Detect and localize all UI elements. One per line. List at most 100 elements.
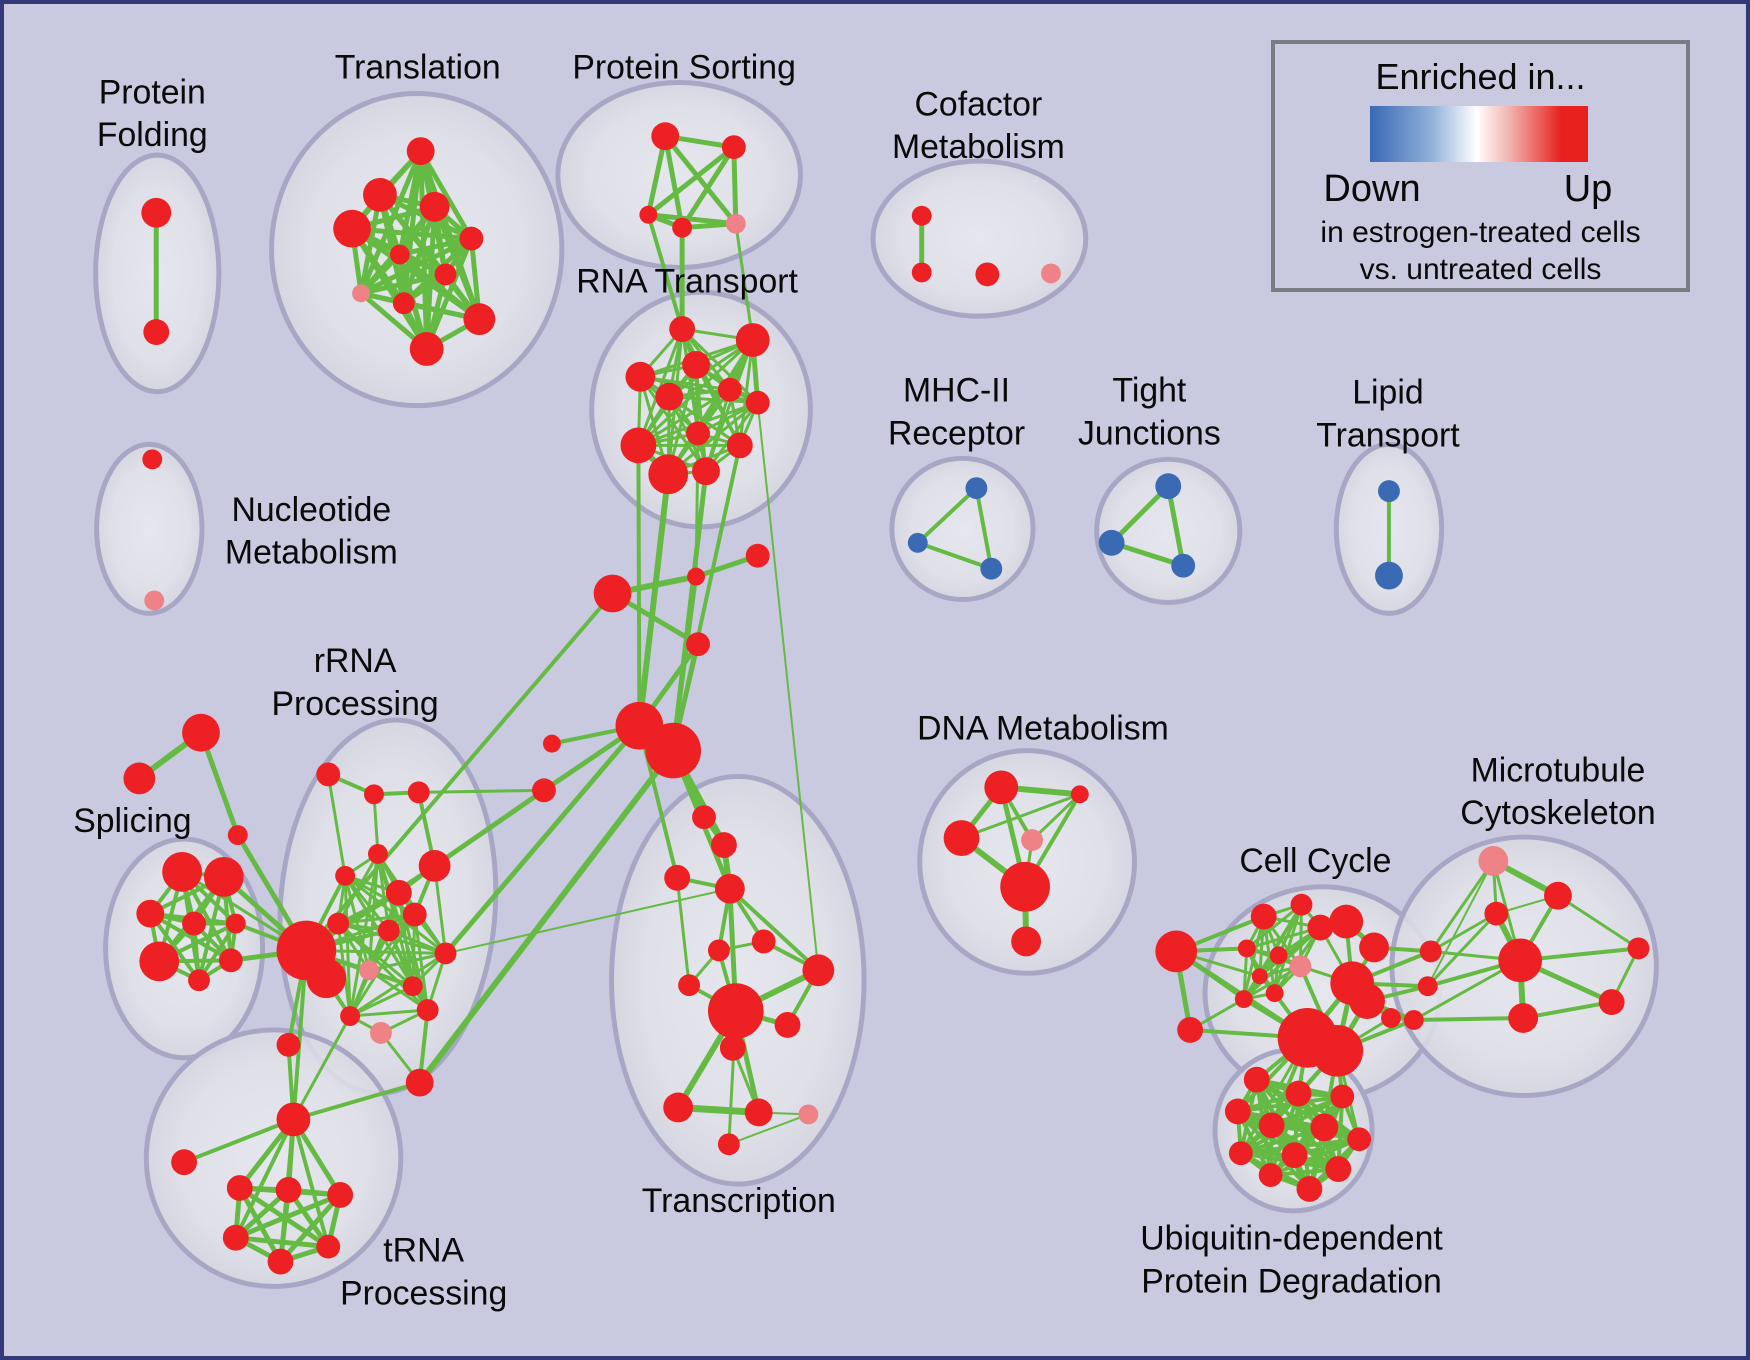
legend-up-label: Up [1563,168,1613,210]
graph-edge [675,876,691,987]
graph-edge [636,443,642,728]
graph-edge [1521,1000,1614,1020]
graph-node-rt12 [692,457,720,486]
graph-node-ps4 [672,217,693,238]
graph-node-ccL [1155,930,1198,973]
graph-node-mt4 [1498,938,1543,983]
graph-node-tx13 [744,1098,773,1127]
graph-edge [666,338,755,476]
graph-edge [1426,859,1495,988]
graph-node-lp2 [1375,561,1403,590]
graph-node-rt6 [717,377,742,402]
graph-edge [237,1185,284,1265]
graph-edge [413,913,430,1012]
graph-node-tl10 [463,303,496,336]
graph-node-ub4 [1224,1098,1251,1125]
graph-node-cc10 [1307,914,1334,941]
graph-node-tr4 [327,1182,354,1208]
graph-edge [734,222,755,342]
graph-node-tl9 [392,292,415,315]
graph-node-mh3 [980,557,1003,580]
graph-node-cc4 [1237,939,1256,958]
legend-title: Enriched in... [1375,56,1586,97]
graph-node-tx4 [714,873,745,904]
graph-node-tl4 [333,209,371,248]
graph-edge [182,1117,296,1165]
cluster-label-transcription: Transcription [642,1182,836,1220]
graph-node-tk4 [686,632,710,657]
graph-node-ub6 [1310,1113,1339,1142]
graph-node-tr3 [275,1177,302,1203]
graph-edge [233,1117,296,1240]
cluster-ellipse-mhc-ii-receptor [889,455,1036,602]
graph-edge [291,1014,352,1121]
legend-down-label: Down [1323,168,1421,210]
graph-node-cf1 [911,205,932,226]
graph-edge [348,1008,430,1018]
graph-node-sp6 [139,941,180,982]
graph-node-rt3 [682,350,710,379]
graph-node-ps5 [725,213,746,234]
graph-node-dm6 [1011,926,1042,957]
graph-node-bt1 [405,1068,434,1097]
graph-edge [694,431,700,579]
graph-edge [645,212,739,227]
graph-edge [756,401,820,972]
graph-node-mt5 [1508,1003,1539,1033]
graph-node-ub11 [1258,1163,1283,1187]
graph-node-tr1 [171,1149,198,1176]
graph-edge [1238,1125,1327,1156]
graph-node-tx2 [710,832,737,858]
network-canvas: Protein Folding Translation Protein Sorting… [73,49,1659,1312]
cluster-label-mhc-ii-receptor: MHC-II Receptor [888,372,1025,453]
graph-node-rr16 [369,1021,392,1044]
graph-node-ccH2 [1311,1024,1364,1077]
graph-edge [304,591,615,953]
graph-node-rr1 [316,762,341,787]
graph-node-ub2 [1285,1080,1312,1107]
graph-node-tx10 [774,1012,801,1038]
graph-node-rr9 [377,919,400,942]
cluster-label-cell-cycle: Cell Cycle [1239,842,1391,880]
graph-node-tl11 [409,332,444,366]
graph-edge [662,133,739,227]
graph-node-rr2 [364,784,384,805]
graph-node-cn1 [1419,940,1442,963]
graph-node-tj2 [1098,529,1125,556]
graph-node-mt7 [1627,937,1650,960]
graph-node-tr7 [316,1234,341,1259]
cluster-ellipse-cofactor-metabolism [870,158,1089,319]
graph-node-rr6 [418,849,451,882]
graph-node-ps1 [651,122,680,151]
graph-node-cf3 [975,262,1000,287]
graph-edge [662,133,685,231]
graph-node-dm3 [943,820,980,856]
graph-edge [1411,1016,1526,1022]
graph-node-tx6 [751,929,776,954]
graph-node-ps3 [639,205,658,224]
graph-edge [343,874,352,1018]
cluster-label-dna-metabolism: DNA Metabolism [917,710,1169,748]
graph-edge [1556,894,1640,950]
graph-node-rt1 [669,316,696,342]
graph-edge [343,874,448,955]
graph-edge [291,1080,422,1122]
graph-node-st3 [227,825,248,846]
graph-node-nm1 [142,449,163,470]
cluster-label-splicing: Splicing [73,802,191,840]
graph-edge [638,375,760,405]
graph-node-tk2 [687,567,706,586]
cluster-ellipse-tight-junctions [1094,456,1243,605]
graph-node-tj3 [1171,553,1196,578]
graph-node-sp4 [182,911,206,936]
graph-edge [738,338,755,447]
graph-edge [432,204,482,322]
graph-edge [367,951,448,972]
cluster-label-rna-transport: RNA Transport [576,262,798,300]
graph-node-ub9 [1281,1142,1308,1169]
graph-node-rt7 [745,390,770,415]
graph-edge [291,1117,331,1249]
graph-node-rr8 [327,912,350,935]
legend-subtitle-line2: vs. untreated cells [1359,253,1602,286]
